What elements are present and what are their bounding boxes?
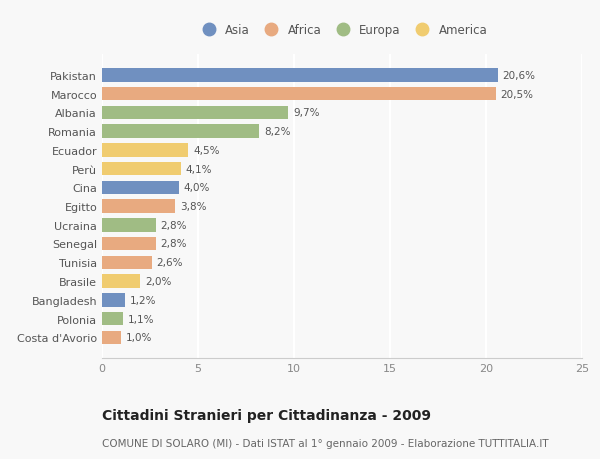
Bar xyxy=(102,293,125,307)
Text: 4,0%: 4,0% xyxy=(184,183,210,193)
Text: 8,2%: 8,2% xyxy=(264,127,291,137)
Text: 2,6%: 2,6% xyxy=(157,257,183,268)
Text: 4,5%: 4,5% xyxy=(193,146,220,156)
Text: 2,0%: 2,0% xyxy=(145,276,172,286)
Text: Cittadini Stranieri per Cittadinanza - 2009: Cittadini Stranieri per Cittadinanza - 2… xyxy=(102,409,431,422)
Text: 1,1%: 1,1% xyxy=(128,314,154,324)
Text: 1,0%: 1,0% xyxy=(126,332,152,342)
Bar xyxy=(102,88,496,101)
Bar xyxy=(102,274,140,288)
Bar xyxy=(102,125,259,139)
Bar xyxy=(102,312,123,325)
Bar xyxy=(102,181,179,195)
Text: 20,5%: 20,5% xyxy=(500,90,533,99)
Bar xyxy=(102,200,175,213)
Text: 2,8%: 2,8% xyxy=(161,220,187,230)
Legend: Asia, Africa, Europa, America: Asia, Africa, Europa, America xyxy=(194,22,490,39)
Text: 1,2%: 1,2% xyxy=(130,295,157,305)
Bar xyxy=(102,218,156,232)
Text: 2,8%: 2,8% xyxy=(161,239,187,249)
Bar xyxy=(102,144,188,157)
Bar xyxy=(102,69,497,82)
Bar xyxy=(102,162,181,176)
Text: 9,7%: 9,7% xyxy=(293,108,320,118)
Text: 20,6%: 20,6% xyxy=(502,71,535,81)
Text: 4,1%: 4,1% xyxy=(185,164,212,174)
Text: COMUNE DI SOLARO (MI) - Dati ISTAT al 1° gennaio 2009 - Elaborazione TUTTITALIA.: COMUNE DI SOLARO (MI) - Dati ISTAT al 1°… xyxy=(102,438,548,448)
Bar xyxy=(102,237,156,251)
Bar xyxy=(102,331,121,344)
Bar xyxy=(102,106,288,120)
Bar xyxy=(102,256,152,269)
Text: 3,8%: 3,8% xyxy=(180,202,206,212)
